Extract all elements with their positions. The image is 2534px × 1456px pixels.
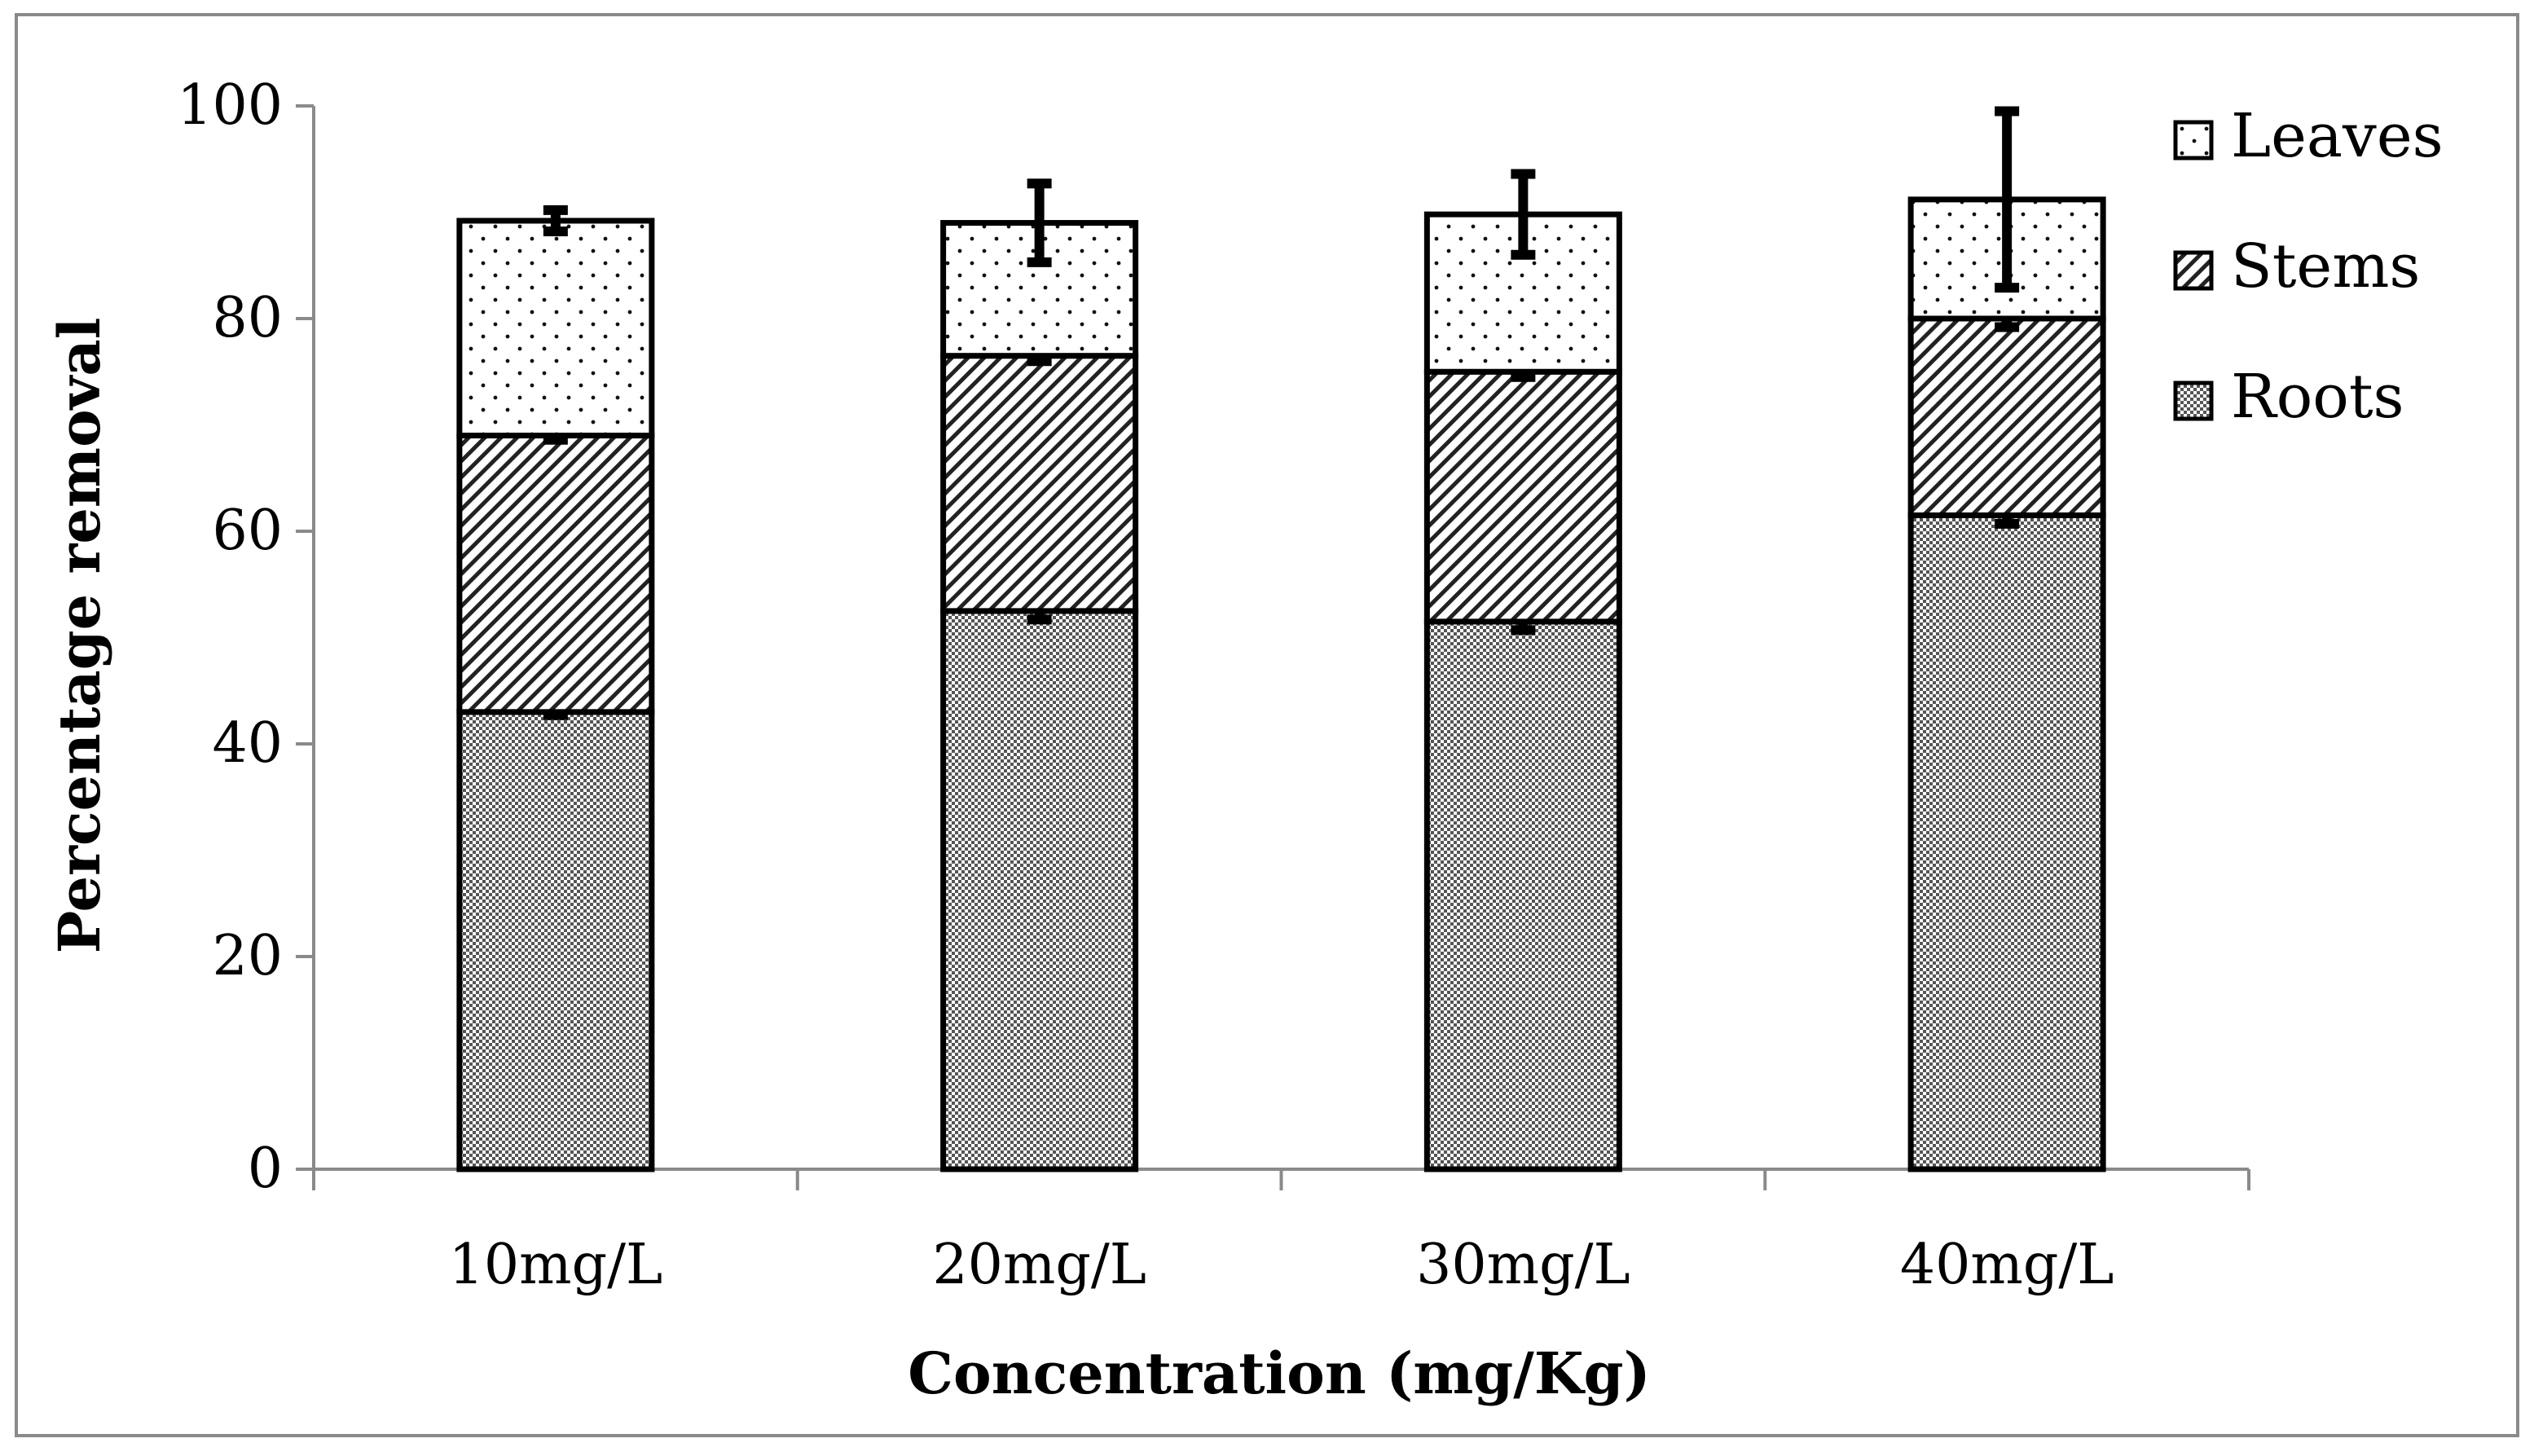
bar-segment-stems (1423, 368, 1622, 625)
x-tick-label: 30mg/L (1416, 1233, 1630, 1297)
error-bar-leaves (543, 205, 568, 236)
bar-segment-roots (1423, 618, 1622, 1172)
chart-frame (15, 13, 2519, 1437)
legend-item-stems: Stems (2173, 231, 2420, 301)
legend-swatch-stems (2173, 250, 2214, 291)
x-tick-label: 20mg/L (932, 1233, 1146, 1297)
y-tick-label: 20 (212, 924, 283, 988)
x-tick-label: 10mg/L (449, 1233, 663, 1297)
bar-stack-10mgl (456, 205, 655, 1172)
bar-segment-stems (456, 433, 655, 715)
legend: Leaves Stems Roots (2173, 101, 2444, 432)
legend-label: Stems (2231, 231, 2420, 301)
bar-stack-20mgl (940, 178, 1139, 1172)
y-axis-title: Percentage removal (46, 318, 113, 954)
bar-segment-stems (940, 353, 1139, 614)
bar-segment-roots (940, 608, 1139, 1172)
bar-segment-leaves (456, 218, 655, 439)
y-tick-label: 80 (212, 286, 283, 350)
legend-label: Roots (2231, 362, 2404, 432)
error-bar-leaves (1995, 106, 2020, 293)
y-tick-label: 100 (177, 73, 283, 138)
error-bar-leaves (1027, 178, 1052, 267)
error-bar-leaves (1511, 169, 1536, 260)
legend-item-roots: Roots (2173, 362, 2404, 432)
legend-swatch-leaves (2173, 120, 2214, 161)
y-tick-label: 40 (212, 711, 283, 776)
bar-stack-30mgl (1423, 169, 1622, 1172)
legend-item-leaves: Leaves (2173, 101, 2444, 171)
x-tick-label: 40mg/L (1900, 1233, 2114, 1297)
bar-segment-stems (1907, 315, 2106, 518)
x-axis-title: Concentration (mg/Kg) (908, 1339, 1650, 1407)
plot-area: 0 20 40 60 80 100 10mg/L 20mg/L 30mg/L 40mg/L (177, 73, 2250, 1297)
bar-segment-roots (1907, 512, 2106, 1172)
bar-stack-40mgl (1907, 106, 2106, 1172)
legend-swatch-roots (2173, 380, 2214, 421)
legend-label: Leaves (2231, 101, 2444, 171)
y-tick-label: 60 (212, 499, 283, 563)
y-tick-label: 0 (248, 1137, 283, 1201)
bar-segment-roots (456, 709, 655, 1172)
